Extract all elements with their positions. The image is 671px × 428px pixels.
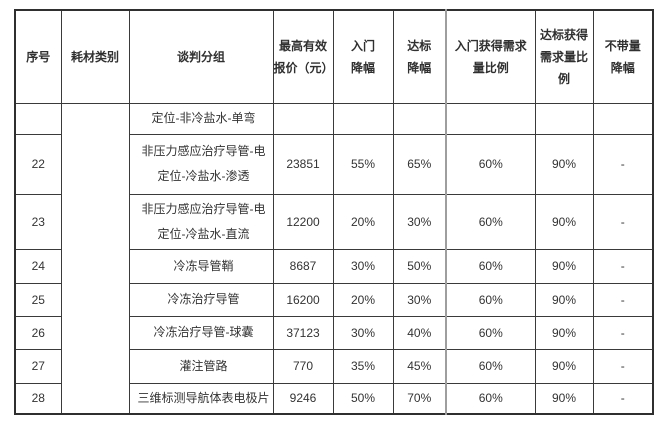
- cell-standard: 50%: [392, 248, 447, 284]
- cell-entry-ratio: 60%: [445, 348, 536, 384]
- table-row: 定位-非冷盐水-单弯: [14, 102, 654, 415]
- cell-entry-ratio: 60%: [445, 248, 536, 284]
- cell-entry-ratio: 60%: [445, 133, 536, 195]
- cell-standard-ratio: [534, 102, 594, 135]
- cell-standard: 45%: [392, 348, 447, 384]
- cell-entry: [332, 102, 394, 135]
- cell-standard-ratio: 90%: [534, 348, 594, 384]
- header-row: 序号 耗材类别 谈判分组 最高有效 报价（元） 入门 降幅 达标 降幅 入门获得…: [14, 9, 654, 104]
- col-header-entry-ratio: 入门获得需求 量比例: [445, 9, 536, 104]
- cell-seq: 24: [14, 248, 62, 284]
- cell-group: 灌注管路: [128, 348, 274, 384]
- table-row: 25 冷冻治疗导管 16200 20% 30% 60% 90% -: [14, 282, 654, 317]
- cell-standard: 70%: [392, 382, 447, 415]
- table-container: 序号 耗材类别 谈判分组 最高有效 报价（元） 入门 降幅 达标 降幅 入门获得…: [14, 9, 654, 415]
- cell-group: 非压力感应治疗导管-电 定位-冷盐水-渗透: [128, 133, 274, 195]
- cell-entry: 30%: [332, 315, 394, 350]
- negotiation-table: 序号 耗材类别 谈判分组 最高有效 报价（元） 入门 降幅 达标 降幅 入门获得…: [14, 9, 654, 415]
- cell-price: 9246: [272, 382, 334, 415]
- col-header-price: 最高有效 报价（元）: [272, 9, 334, 104]
- cell-seq: 26: [14, 315, 62, 350]
- cell-standard: 30%: [392, 193, 447, 250]
- cell-entry: 20%: [332, 282, 394, 317]
- cell-no-volume: -: [592, 248, 654, 284]
- cell-price: 12200: [272, 193, 334, 250]
- cell-entry: 55%: [332, 133, 394, 195]
- cell-seq: 25: [14, 282, 62, 317]
- cell-entry: 30%: [332, 248, 394, 284]
- col-header-standard-reduction: 达标 降幅: [392, 9, 447, 104]
- cell-price: 16200: [272, 282, 334, 317]
- cell-seq: 28: [14, 382, 62, 415]
- cell-group: 非压力感应治疗导管-电 定位-冷盐水-直流: [128, 193, 274, 250]
- cell-no-volume: -: [592, 348, 654, 384]
- cell-group: 冷冻导管鞘: [128, 248, 274, 284]
- cell-price: 37123: [272, 315, 334, 350]
- cell-no-volume: -: [592, 315, 654, 350]
- cell-group: 冷冻治疗导管: [128, 282, 274, 317]
- cell-standard: [392, 102, 447, 135]
- col-header-seq: 序号: [14, 9, 62, 104]
- col-header-category: 耗材类别: [60, 9, 130, 104]
- cell-price: [272, 102, 334, 135]
- cell-price: 770: [272, 348, 334, 384]
- cell-no-volume: -: [592, 193, 654, 250]
- cell-group: 冷冻治疗导管-球囊: [128, 315, 274, 350]
- cell-standard: 40%: [392, 315, 447, 350]
- cell-seq: 23: [14, 193, 62, 250]
- table-row: 22 非压力感应治疗导管-电 定位-冷盐水-渗透 23851 55% 65% 6…: [14, 133, 654, 195]
- cell-entry-ratio: 60%: [445, 315, 536, 350]
- cell-standard: 65%: [392, 133, 447, 195]
- category-merged-cell: [60, 102, 130, 415]
- cell-seq: [14, 102, 62, 135]
- cell-seq: 27: [14, 348, 62, 384]
- cell-standard-ratio: 90%: [534, 382, 594, 415]
- cell-group: 定位-非冷盐水-单弯: [128, 102, 274, 135]
- cell-price: 23851: [272, 133, 334, 195]
- col-header-group: 谈判分组: [128, 9, 274, 104]
- table-row: 27 灌注管路 770 35% 45% 60% 90% -: [14, 348, 654, 384]
- cell-standard-ratio: 90%: [534, 133, 594, 195]
- cell-entry-ratio: 60%: [445, 282, 536, 317]
- cell-no-volume: -: [592, 133, 654, 195]
- col-header-no-volume: 不带量 降幅: [592, 9, 654, 104]
- cell-price: 8687: [272, 248, 334, 284]
- cell-standard: 30%: [392, 282, 447, 317]
- col-header-standard-ratio: 达标获得 需求量比 例: [534, 9, 594, 104]
- cell-standard-ratio: 90%: [534, 193, 594, 250]
- cell-no-volume: -: [592, 382, 654, 415]
- cell-no-volume: [592, 102, 654, 135]
- cell-group: 三维标测导航体表电极片: [128, 382, 274, 415]
- table-row: 28 三维标测导航体表电极片 9246 50% 70% 60% 90% -: [14, 382, 654, 415]
- cell-no-volume: -: [592, 282, 654, 317]
- cell-standard-ratio: 90%: [534, 248, 594, 284]
- cell-seq: 22: [14, 133, 62, 195]
- cell-entry-ratio: 60%: [445, 193, 536, 250]
- cell-entry: 50%: [332, 382, 394, 415]
- cell-standard-ratio: 90%: [534, 315, 594, 350]
- col-header-entry-reduction: 入门 降幅: [332, 9, 394, 104]
- cell-entry-ratio: 60%: [445, 382, 536, 415]
- cell-entry: 20%: [332, 193, 394, 250]
- cell-standard-ratio: 90%: [534, 282, 594, 317]
- table-row: 23 非压力感应治疗导管-电 定位-冷盐水-直流 12200 20% 30% 6…: [14, 193, 654, 250]
- cell-entry-ratio: [445, 102, 536, 135]
- table-row: 24 冷冻导管鞘 8687 30% 50% 60% 90% -: [14, 248, 654, 284]
- cell-entry: 35%: [332, 348, 394, 384]
